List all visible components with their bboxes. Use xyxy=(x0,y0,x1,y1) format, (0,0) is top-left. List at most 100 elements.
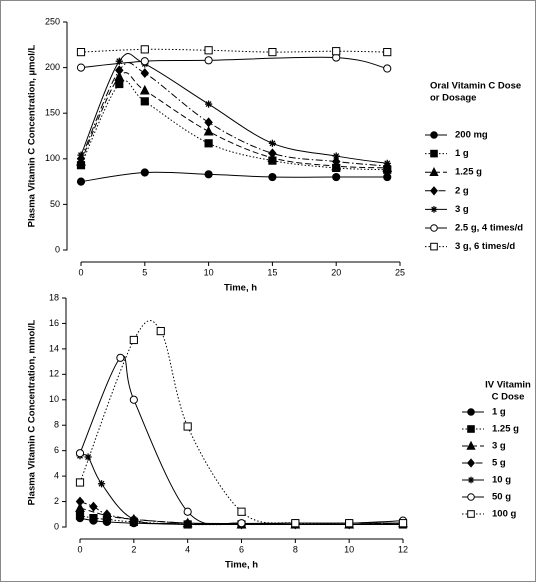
legend-label: 10 g xyxy=(492,475,511,486)
legend-title: C Dose xyxy=(492,392,525,403)
y-tick-label: 150 xyxy=(45,108,60,118)
x-axis-label: Time, h xyxy=(224,283,257,294)
y-tick-label: 16 xyxy=(49,318,59,328)
marker xyxy=(76,47,86,57)
y-tick-label: 0 xyxy=(54,521,59,531)
y-tick-label: 6 xyxy=(54,445,59,455)
marker xyxy=(140,97,149,106)
x-tick-label: 25 xyxy=(395,267,405,277)
marker xyxy=(203,125,214,136)
legend-marker xyxy=(467,458,475,468)
marker xyxy=(237,507,246,516)
marker xyxy=(332,172,341,182)
marker xyxy=(130,515,138,523)
y-tick-label: 10 xyxy=(49,394,59,404)
legend-marker xyxy=(467,493,475,501)
x-tick-label: 4 xyxy=(185,544,190,554)
y-tick-label: 4 xyxy=(54,470,59,480)
legend-label: 2 g xyxy=(455,185,469,196)
series-line xyxy=(80,56,388,70)
marker xyxy=(114,71,125,81)
marker xyxy=(268,139,276,147)
marker xyxy=(115,65,124,76)
legend-title: IV Vitamin xyxy=(485,380,531,391)
marker xyxy=(383,159,391,167)
x-tick-label: 0 xyxy=(78,267,83,277)
legend-label: 100 g xyxy=(492,509,516,520)
x-tick-label: 15 xyxy=(267,267,277,277)
x-tick-label: 8 xyxy=(293,544,298,554)
legend-label: 1 g xyxy=(492,407,506,418)
marker xyxy=(116,353,125,362)
x-tick-label: 2 xyxy=(131,544,136,554)
marker xyxy=(383,172,392,182)
marker xyxy=(77,151,85,159)
marker xyxy=(140,45,149,54)
marker xyxy=(237,519,246,528)
marker xyxy=(268,172,277,182)
marker xyxy=(331,156,341,167)
y-tick-label: 14 xyxy=(49,343,59,353)
legend-marker xyxy=(430,186,438,196)
marker xyxy=(75,496,85,507)
marker xyxy=(89,513,98,523)
legend-title: Oral Vitamin C Dose xyxy=(430,81,521,92)
marker xyxy=(75,502,85,513)
marker xyxy=(184,519,192,527)
legend-marker xyxy=(430,242,438,251)
marker xyxy=(140,168,149,177)
x-tick-label: 0 xyxy=(77,544,82,554)
marker xyxy=(97,480,106,488)
marker xyxy=(139,84,150,95)
legend-marker xyxy=(429,167,439,176)
legend-label: 3 g xyxy=(455,204,469,215)
marker xyxy=(204,56,213,65)
x-tick-label: 12 xyxy=(398,544,408,554)
legend-marker xyxy=(430,224,438,232)
x-tick-label: 10 xyxy=(204,267,214,277)
legend-label: 1.25 g xyxy=(492,424,519,435)
marker xyxy=(268,148,277,159)
y-axis-label: Plasma Vitamin C Concentration, mmol/L xyxy=(27,319,38,505)
legend-label: 3 g xyxy=(492,441,506,452)
legend-marker xyxy=(466,440,476,450)
y-tick-label: 2 xyxy=(54,496,59,506)
marker xyxy=(332,152,340,160)
marker xyxy=(89,501,98,512)
marker xyxy=(129,395,138,404)
legend-label: 200 mg xyxy=(455,130,488,141)
marker xyxy=(204,139,213,148)
x-tick-label: 20 xyxy=(331,267,341,277)
marker xyxy=(204,117,213,128)
legend-label: 1 g xyxy=(455,148,469,159)
marker xyxy=(102,509,112,520)
marker xyxy=(204,170,213,179)
marker xyxy=(332,47,341,56)
marker xyxy=(291,519,300,528)
marker xyxy=(383,47,392,57)
y-tick-label: 8 xyxy=(54,420,59,430)
x-tick-label: 5 xyxy=(142,267,147,277)
legend-marker xyxy=(467,408,475,416)
marker xyxy=(75,478,85,487)
legend-label: 2.5 g, 4 times/d xyxy=(455,223,523,234)
marker xyxy=(383,64,392,73)
series-line xyxy=(80,48,388,53)
legend-marker xyxy=(430,149,438,158)
y-tick-label: 50 xyxy=(50,199,60,209)
x-tick-label: 10 xyxy=(344,544,354,554)
marker xyxy=(115,79,124,89)
legend-label: 5 g xyxy=(492,458,506,469)
marker xyxy=(398,519,408,528)
marker xyxy=(345,519,354,528)
marker xyxy=(183,422,192,431)
legend-marker xyxy=(430,206,438,213)
x-axis-label: Time, h xyxy=(225,560,258,571)
legend-label: 1.25 g xyxy=(455,167,482,178)
marker xyxy=(76,177,86,186)
y-tick-label: 250 xyxy=(45,16,60,26)
marker xyxy=(156,326,165,336)
legend-marker xyxy=(467,476,475,484)
